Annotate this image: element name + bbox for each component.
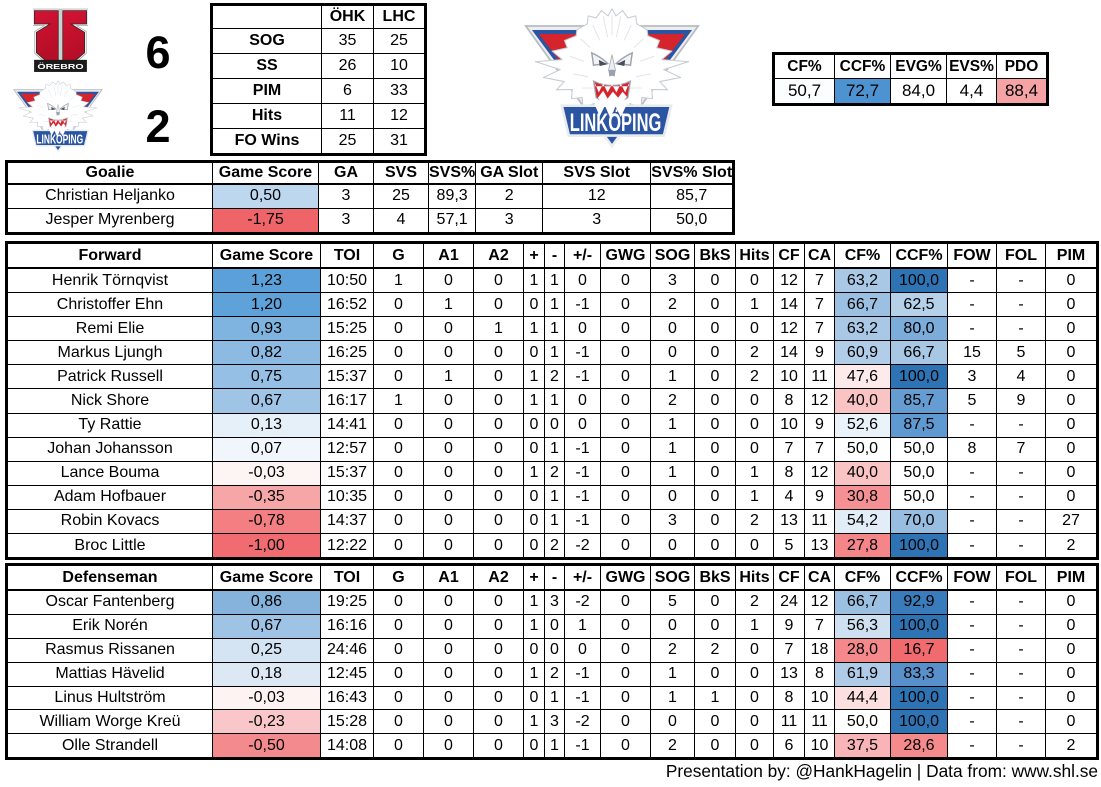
svg-text:ÖREBRO: ÖREBRO bbox=[37, 62, 84, 71]
